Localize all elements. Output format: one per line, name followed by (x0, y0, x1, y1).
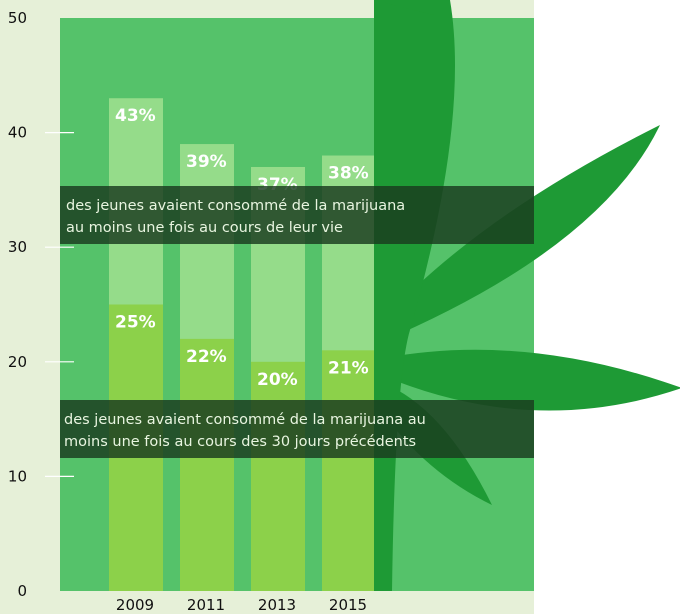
bar-past30 (322, 350, 376, 591)
y-tick-label: 10 (8, 467, 27, 485)
bar-past30 (180, 338, 234, 591)
bar-past30 (251, 361, 305, 591)
legend-past30-line-1: des jeunes avaient consommé de la mariju… (64, 412, 426, 428)
data-label-lifetime: 43% (115, 106, 156, 126)
legend-bands: des jeunes avaient consommé de la mariju… (60, 186, 534, 458)
y-tick-label: 50 (8, 9, 27, 27)
data-label-lifetime: 39% (186, 152, 227, 172)
data-label-past30: 21% (328, 358, 369, 378)
data-label-past30: 20% (257, 370, 298, 390)
y-tick-label: 40 (8, 124, 27, 142)
legend-band-lifetime (60, 186, 534, 244)
legend-band-past30 (60, 400, 534, 458)
x-tick-label: 2011 (187, 596, 225, 614)
y-tick-label: 30 (8, 238, 27, 256)
data-label-lifetime: 38% (328, 164, 369, 184)
x-tick-label: 2015 (329, 596, 367, 614)
legend-lifetime-line-2: au moins une fois au cours de leur vie (66, 220, 343, 236)
y-tick-label: 0 (17, 582, 27, 600)
legend-lifetime-line-1: des jeunes avaient consommé de la mariju… (66, 198, 405, 214)
x-tick-label: 2009 (116, 596, 154, 614)
legend-past30-line-2: moins une fois au cours des 30 jours pré… (64, 434, 416, 450)
leaf-tip (374, 0, 434, 15)
data-label-past30: 22% (186, 347, 227, 367)
leaf-lobe-right (374, 349, 680, 411)
x-axis: 2009 2011 2013 2015 (116, 596, 367, 614)
data-label-past30: 25% (115, 313, 156, 333)
y-axis: 0 10 20 30 40 50 (8, 9, 74, 600)
x-tick-label: 2013 (258, 596, 296, 614)
y-tick-label: 20 (8, 353, 27, 371)
